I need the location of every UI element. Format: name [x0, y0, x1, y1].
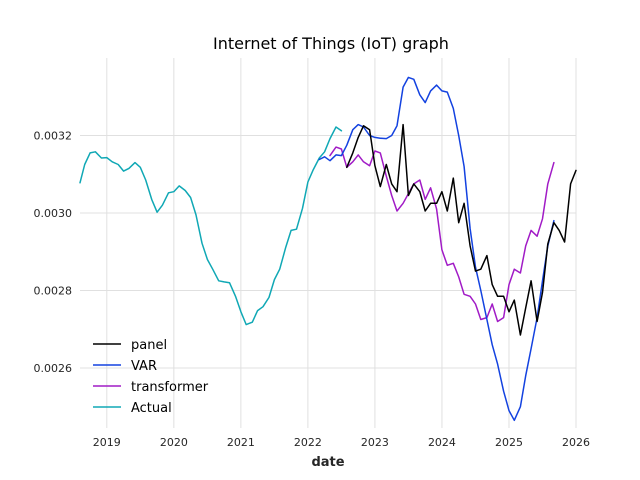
x-axis-label: date	[311, 455, 344, 470]
x-tick-label: 2021	[227, 436, 255, 449]
grid-lines	[80, 58, 577, 428]
x-tick-label: 2023	[361, 436, 389, 449]
legend-label: Actual	[131, 401, 172, 416]
y-tick-label: 0.0028	[34, 284, 73, 297]
series-line-var	[318, 76, 555, 422]
x-tick-label: 2019	[93, 436, 121, 449]
x-tick-label: 2020	[160, 436, 188, 449]
x-tick-label: 2024	[428, 436, 456, 449]
legend-label: transformer	[131, 380, 209, 395]
legend-label: panel	[131, 338, 167, 353]
y-tick-label: 0.0032	[34, 129, 73, 142]
y-tick-label: 0.0030	[34, 207, 73, 220]
x-tick-label: 2022	[294, 436, 322, 449]
chart-title: Internet of Things (IoT) graph	[213, 34, 449, 53]
legend-label: VAR	[131, 359, 157, 374]
legend: panel VAR transformer Actual	[93, 338, 209, 416]
series-line-actual	[79, 126, 343, 326]
x-tick-label: 2026	[562, 436, 590, 449]
series-lines	[79, 76, 577, 422]
series-line-panel	[346, 123, 577, 336]
y-tick-label: 0.0026	[34, 362, 73, 375]
axis-ticks: 2019 2020 2021 2022 2023 2024 2025 2026 0.0026 0.…	[34, 129, 591, 449]
series-line-transformer	[329, 146, 555, 323]
x-tick-label: 2025	[495, 436, 523, 449]
